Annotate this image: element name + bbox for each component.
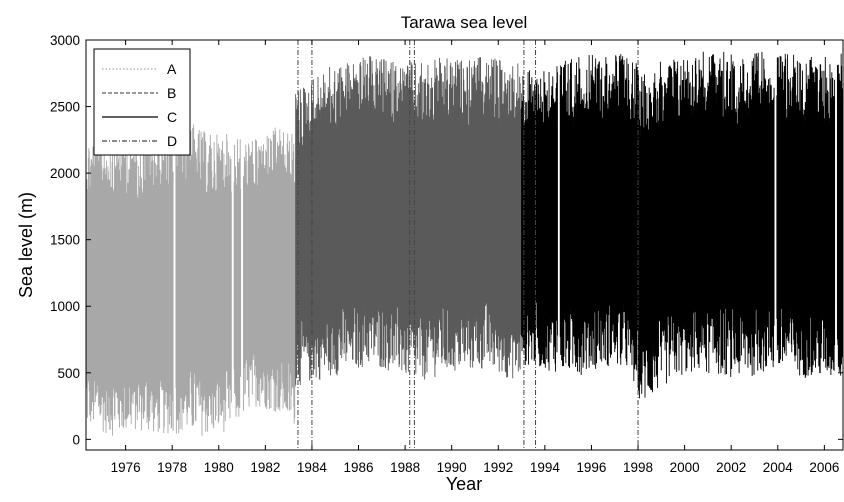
y-axis-label: Sea level (m): [16, 192, 36, 298]
y-tick-label: 2500: [50, 100, 80, 115]
legend-label-d: D: [167, 133, 177, 149]
series-a-trace: [85, 120, 297, 436]
data-layer: [85, 51, 844, 436]
x-tick-label: 2002: [716, 460, 746, 475]
x-axis-label: Year: [446, 474, 482, 494]
series-c-trace: [521, 51, 844, 399]
legend-label-b: B: [167, 85, 176, 101]
x-tick-label: 1986: [343, 460, 373, 475]
series-b-trace: [295, 56, 523, 386]
y-tick-label: 1500: [50, 233, 80, 248]
legend-label-c: C: [167, 109, 177, 125]
segment-markers: [297, 40, 639, 450]
x-tick-label: 1978: [157, 460, 187, 475]
x-tick-label: 1998: [623, 460, 653, 475]
x-tick-label: 1976: [111, 460, 141, 475]
x-tick-label: 1988: [390, 460, 420, 475]
plot-frame: [85, 39, 844, 451]
x-tick-label: 1992: [483, 460, 513, 475]
x-tick-label: 1996: [576, 460, 606, 475]
x-axis: 1976 1978 1980 1982 1984 1986 1988 1990 1992 1994…: [111, 40, 839, 475]
y-tick-label: 1000: [50, 299, 80, 314]
x-tick-label: 2006: [809, 460, 839, 475]
x-tick-label: 1990: [437, 460, 467, 475]
x-tick-label: 1982: [250, 460, 280, 475]
x-tick-label: 2004: [763, 460, 794, 475]
y-tick-label: 500: [57, 366, 80, 381]
legend-label-a: A: [167, 61, 177, 77]
series-c-line: [521, 51, 844, 399]
y-tick-label: 2000: [50, 166, 80, 181]
legend-box: [93, 48, 191, 156]
series-b-line: [295, 56, 523, 386]
series-a-line: [85, 120, 297, 436]
x-tick-label: 1980: [204, 460, 234, 475]
x-tick-label: 1984: [297, 460, 328, 475]
y-tick-label: 3000: [50, 33, 80, 48]
chart-title: Tarawa sea level: [401, 13, 528, 32]
x-tick-label: 2000: [670, 460, 700, 475]
y-tick-label: 0: [72, 432, 80, 447]
x-tick-label: 1994: [530, 460, 561, 475]
y-axis: 0 500 1000 1500 2000 2500 3000: [50, 33, 843, 447]
